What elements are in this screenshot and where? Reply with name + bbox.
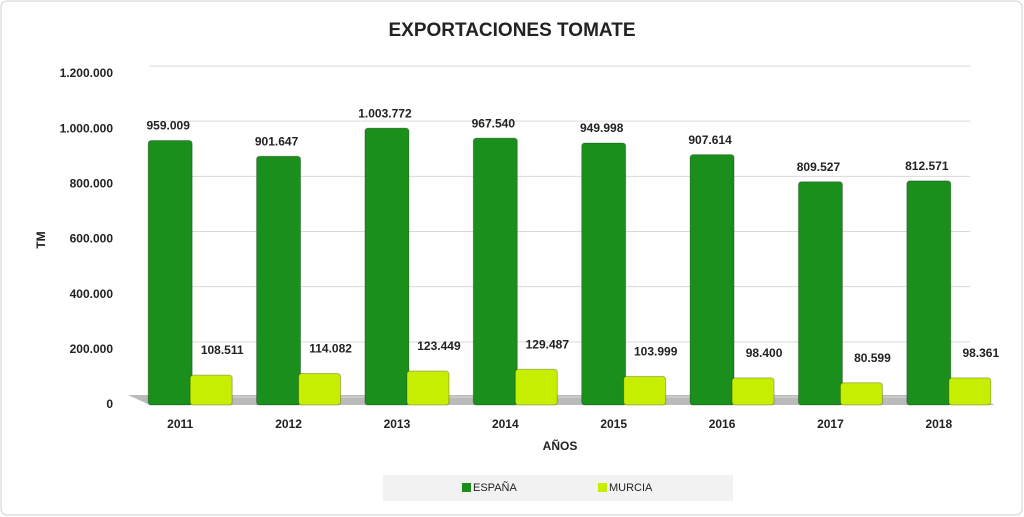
y-tick-label: 600.000 xyxy=(70,232,114,246)
y-tick-label: 200.000 xyxy=(70,342,114,356)
data-label: 809.527 xyxy=(797,160,841,174)
bar xyxy=(797,181,843,406)
x-tick-label: 2011 xyxy=(167,417,193,431)
bar xyxy=(147,139,193,406)
x-tick-label: 2016 xyxy=(709,417,736,431)
bar xyxy=(298,373,342,406)
y-tick-label: 1.000.000 xyxy=(60,121,114,135)
x-tick-label: 2015 xyxy=(600,417,627,431)
data-label: 959.009 xyxy=(146,119,190,133)
data-label: 907.614 xyxy=(688,133,732,147)
x-tick-label: 2012 xyxy=(275,417,302,431)
data-label: 812.571 xyxy=(905,159,949,173)
x-tick-label: 2018 xyxy=(925,417,952,431)
bar xyxy=(581,142,627,406)
bar xyxy=(406,370,450,406)
bar xyxy=(689,154,735,406)
data-label: 114.082 xyxy=(309,342,352,356)
data-label: 1.003.772 xyxy=(358,106,412,120)
legend-label: ESPAÑA xyxy=(473,481,517,494)
bar xyxy=(256,155,302,406)
bar xyxy=(189,374,233,406)
bar xyxy=(731,377,775,406)
y-tick-label: 1.200.000 xyxy=(60,66,114,80)
y-tick-label: 0 xyxy=(106,397,113,411)
data-label: 967.540 xyxy=(472,116,516,130)
y-tick-label: 800.000 xyxy=(70,177,114,191)
x-tick-label: 2017 xyxy=(817,417,844,431)
x-tick-label: 2014 xyxy=(492,417,519,431)
chart-title: EXPORTACIONES TOMATE xyxy=(388,20,635,41)
data-label: 949.998 xyxy=(580,121,624,135)
data-label: 123.449 xyxy=(417,339,461,353)
data-label: 108.511 xyxy=(201,343,244,357)
bar xyxy=(364,127,410,406)
x-axis-label: AÑOS xyxy=(543,438,578,453)
data-label: 103.999 xyxy=(634,344,678,358)
data-label: 80.599 xyxy=(854,351,891,365)
data-label: 901.647 xyxy=(255,134,299,148)
bar xyxy=(839,382,883,406)
bar xyxy=(514,368,558,406)
data-label: 98.361 xyxy=(962,346,999,360)
legend-box xyxy=(383,475,733,501)
bar xyxy=(948,377,992,406)
data-label: 98.400 xyxy=(746,346,783,360)
y-axis-label: TM xyxy=(34,231,48,248)
x-tick-label: 2013 xyxy=(384,417,411,431)
legend-label: MURCIA xyxy=(609,482,653,494)
legend-swatch xyxy=(598,483,607,492)
data-label: 129.487 xyxy=(526,337,570,351)
bar xyxy=(623,375,667,406)
bar xyxy=(472,137,518,406)
y-tick-label: 400.000 xyxy=(70,287,114,301)
legend-swatch xyxy=(462,483,471,492)
bar xyxy=(906,180,952,406)
